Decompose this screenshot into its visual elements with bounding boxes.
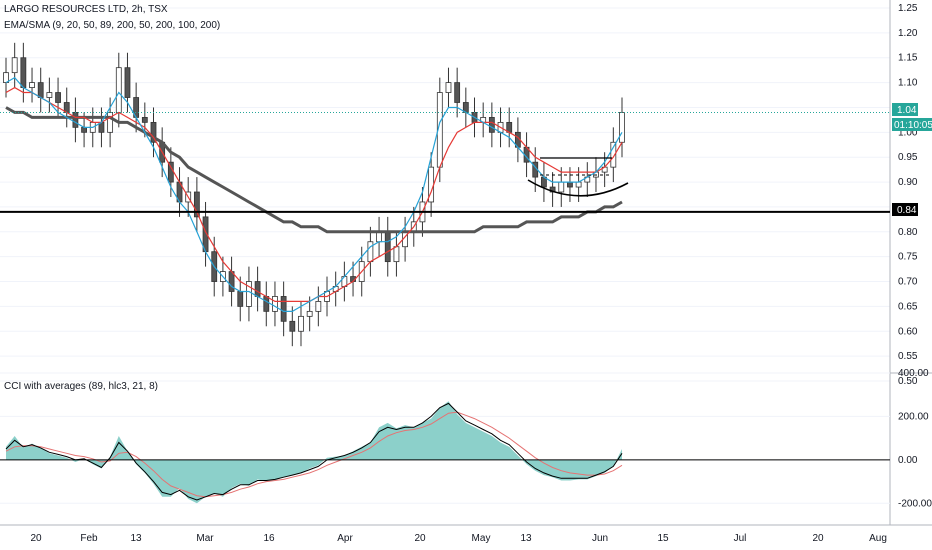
- price-axis: 1.251.201.151.101.051.000.950.900.850.80…: [898, 3, 918, 387]
- price-tick-label: 0.80: [898, 227, 918, 238]
- time-tick-label: 20: [414, 533, 426, 544]
- bearish-candle: [289, 320, 296, 332]
- price-tick-label: 0.60: [898, 326, 918, 337]
- rounding-bottom-arc: [527, 179, 629, 197]
- bullish-candle: [29, 82, 35, 88]
- countdown-text: 01:10:05: [894, 120, 932, 131]
- bearish-candle: [141, 117, 148, 123]
- price-tick-label: 0.55: [898, 351, 918, 362]
- cci-axis: 400.00 200.00 0.00 -200.00: [898, 368, 932, 509]
- bullish-candle: [306, 310, 313, 317]
- bearish-candle: [72, 112, 79, 128]
- price-tick-label: 1.00: [898, 127, 918, 138]
- bearish-candle: [150, 121, 157, 143]
- bullish-candle: [619, 112, 625, 143]
- cci-average-line: [5, 411, 623, 498]
- cci-line: [5, 402, 623, 501]
- last-price-badge: [892, 103, 918, 116]
- price-tick-label: 1.10: [898, 78, 918, 89]
- bearish-candle: [81, 126, 87, 133]
- bullish-candle: [46, 92, 53, 98]
- level-text: 0.84: [897, 205, 917, 216]
- pattern-annotations: [527, 157, 629, 197]
- price-tick-label: 0.70: [898, 277, 918, 288]
- time-tick-label: Jun: [592, 533, 608, 544]
- chart-title: LARGO RESOURCES LTD, 2h, TSX: [4, 4, 168, 15]
- bullish-candle: [3, 72, 9, 84]
- ema-slow-line: [5, 86, 623, 302]
- bullish-candle: [610, 141, 617, 168]
- bullish-candle: [393, 246, 400, 263]
- time-tick-label: Apr: [337, 533, 353, 544]
- cci-tick-label: -200.00: [898, 498, 932, 509]
- price-tick-label: 0.90: [898, 177, 918, 188]
- cci-pane: [0, 372, 890, 504]
- bearish-candle: [280, 296, 287, 322]
- price-pane: [0, 42, 890, 347]
- cci-legend: CCI with averages (89, hlc3, 21, 8): [4, 381, 158, 392]
- sma-long-line: [5, 106, 623, 234]
- bullish-candle: [298, 315, 304, 332]
- bullish-candle: [246, 281, 252, 307]
- last-price-text: 1.04: [897, 105, 917, 116]
- bearish-candle: [55, 92, 61, 103]
- bearish-candle: [384, 231, 391, 263]
- bullish-candle: [107, 112, 114, 133]
- price-badges: 1.04 01:10:05 0.84: [892, 103, 932, 216]
- price-tick-label: 1.25: [898, 3, 918, 14]
- bearish-candle: [124, 67, 131, 98]
- price-tick-label: 0.75: [898, 252, 918, 263]
- price-tick-label: 1.20: [898, 28, 918, 39]
- bearish-candle: [20, 57, 27, 88]
- time-tick-label: Mar: [196, 533, 214, 544]
- time-tick-label: 20: [30, 533, 42, 544]
- cci-tick-label: 200.00: [898, 411, 929, 422]
- bearish-candle: [263, 296, 270, 312]
- cci-tick-label: 400.00: [898, 368, 929, 379]
- time-tick-label: Feb: [80, 533, 98, 544]
- level-badge: [892, 203, 918, 216]
- indicator-legend: EMA/SMA (9, 20, 50, 89, 200, 50, 200, 10…: [4, 20, 221, 31]
- price-tick-label: 0.65: [898, 301, 918, 312]
- bearish-candle: [37, 82, 44, 98]
- price-tick-label: 0.50: [898, 376, 918, 387]
- ema-fast-line: [5, 76, 623, 312]
- bullish-candle: [558, 181, 565, 193]
- time-tick-label: 15: [657, 533, 669, 544]
- bearish-candle: [567, 181, 573, 188]
- bullish-candle: [575, 181, 582, 188]
- bullish-candle: [272, 296, 278, 312]
- cci-tick-label: 0.00: [898, 455, 918, 466]
- price-grid: [0, 7, 890, 382]
- bullish-candle: [11, 57, 18, 74]
- bullish-candle: [445, 82, 452, 93]
- bullish-candle: [115, 67, 122, 113]
- time-tick-label: May: [472, 533, 491, 544]
- bearish-candle: [228, 271, 235, 292]
- bearish-candle: [488, 117, 495, 133]
- time-tick-label: 20: [812, 533, 824, 544]
- countdown-badge: [892, 118, 932, 131]
- time-tick-label: 13: [520, 533, 532, 544]
- time-axis: 20 Feb 13 Mar 16 Apr 20 May 13 Jun 15 Jul 20 Aug: [30, 533, 886, 544]
- bearish-candle: [254, 281, 261, 297]
- bearish-candle: [193, 191, 200, 218]
- bearish-candle: [237, 291, 244, 307]
- bullish-candle: [367, 241, 374, 263]
- bullish-candle: [315, 301, 322, 312]
- time-tick-label: 13: [130, 533, 142, 544]
- time-tick-label: 16: [263, 533, 275, 544]
- bearish-candle: [454, 82, 461, 103]
- time-tick-label: Jul: [734, 533, 747, 544]
- time-tick-label: Aug: [869, 533, 887, 544]
- price-tick-label: 1.15: [898, 53, 918, 64]
- price-tick-label: 0.95: [898, 152, 918, 163]
